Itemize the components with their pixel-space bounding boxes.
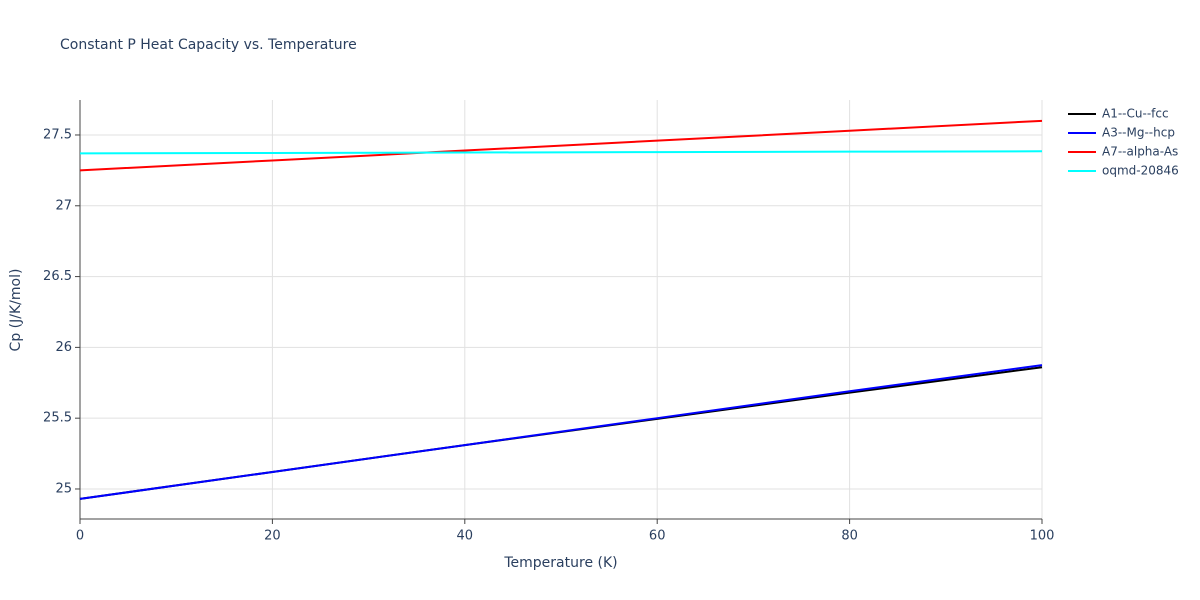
y-tick-label: 25 [55, 481, 72, 496]
x-tick-label: 40 [457, 529, 474, 544]
series-line [79, 119, 1043, 172]
x-tick-label: 60 [649, 529, 666, 544]
y-tick-label: 27.5 [43, 127, 72, 142]
x-tick-label: 100 [1030, 529, 1055, 544]
x-tick-label: 0 [76, 529, 84, 544]
legend-label: A3--Mg--hcp [1102, 126, 1175, 140]
legend-label: A7--alpha-As [1102, 145, 1178, 159]
x-tick-label: 20 [264, 529, 281, 544]
y-tick-label: 27 [55, 198, 72, 213]
series-line [79, 364, 1043, 500]
x-tick-label: 80 [841, 529, 858, 544]
chart-title: Constant P Heat Capacity vs. Temperature [60, 37, 357, 53]
legend-label: A1--Cu--fcc [1102, 107, 1169, 121]
y-axis-label: Cp (J/K/mol) [8, 269, 24, 352]
y-tick-label: 26 [55, 340, 72, 355]
y-tick-label: 26.5 [43, 269, 72, 284]
y-tick-label: 25.5 [43, 411, 72, 426]
series-line [79, 150, 1043, 155]
x-axis-label: Temperature (K) [503, 555, 617, 571]
legend-label: oqmd-20846 [1102, 164, 1179, 178]
